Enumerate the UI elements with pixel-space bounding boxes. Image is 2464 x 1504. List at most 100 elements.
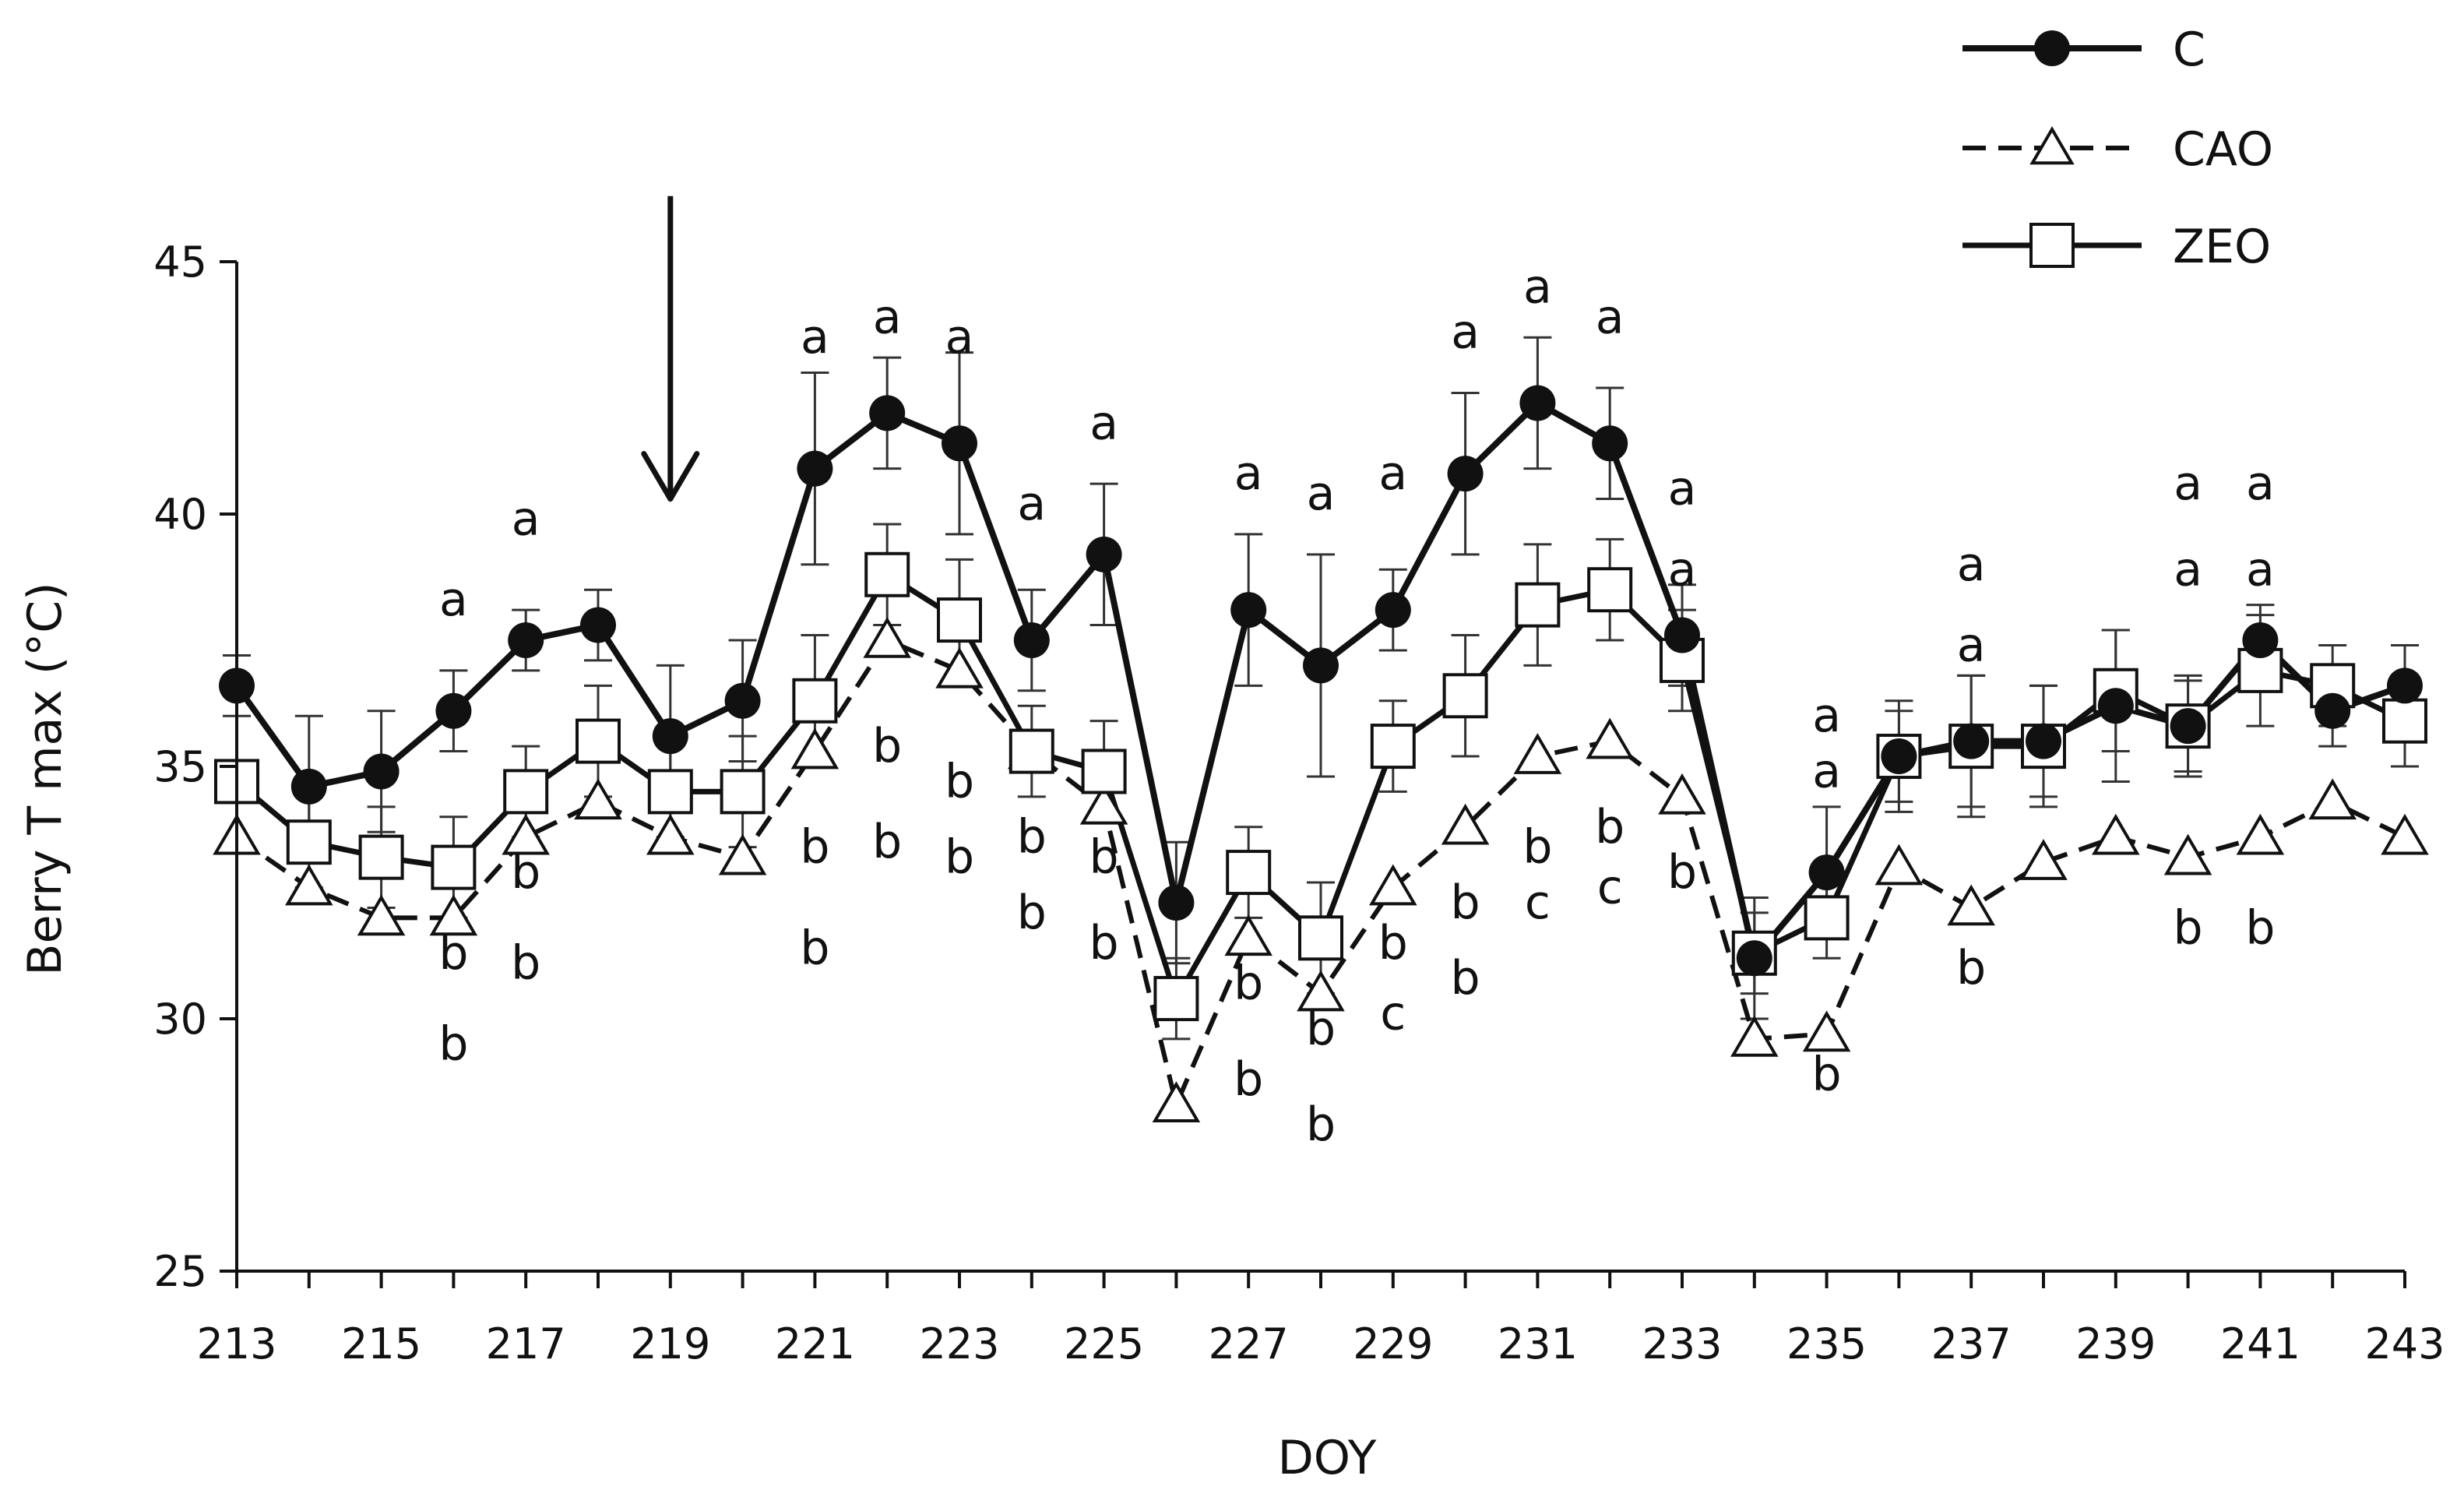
zeo-point xyxy=(1587,567,1633,613)
c-point xyxy=(1230,592,1267,629)
cao-point xyxy=(1152,1081,1201,1122)
significance-letter: a xyxy=(945,310,974,365)
c-point xyxy=(508,622,544,658)
significance-letters: abbabbabbabbabbabbabbabbabbabcabbabcabca… xyxy=(438,259,2275,1152)
cao-point xyxy=(718,833,767,875)
x-tick-label: 219 xyxy=(630,1319,710,1368)
cao-point xyxy=(1947,884,1995,926)
significance-letter: b xyxy=(511,936,540,991)
x-tick-label: 223 xyxy=(919,1319,999,1368)
significance-letter: b xyxy=(1522,820,1552,875)
c-point xyxy=(1086,536,1122,572)
c-point xyxy=(1736,940,1772,977)
zeo-point xyxy=(937,597,982,643)
cao-point xyxy=(1513,733,1562,774)
legend-cao-label: CAO xyxy=(2173,122,2273,177)
legend-c-label: C xyxy=(2173,23,2205,77)
cao-point xyxy=(2092,813,2140,855)
cao-point xyxy=(935,646,984,689)
cao-point xyxy=(2163,833,2212,875)
x-tick-label: 215 xyxy=(341,1319,421,1368)
significance-letter: b xyxy=(1451,951,1480,1006)
significance-letter: b xyxy=(1089,830,1119,885)
legend-cao-marker xyxy=(2029,126,2075,165)
significance-letter: a xyxy=(801,310,829,365)
significance-letter: a xyxy=(2174,542,2202,597)
y-tick-label: 25 xyxy=(153,1247,207,1296)
zeo-point xyxy=(1298,915,1343,961)
c-point xyxy=(2026,723,2061,759)
cao-point xyxy=(1297,970,1345,1012)
zeo-point xyxy=(1153,976,1199,1022)
y-tick-label: 35 xyxy=(153,742,207,791)
arrow-head xyxy=(641,451,700,502)
zeo-point xyxy=(1442,673,1488,719)
significance-letter: a xyxy=(2246,542,2275,597)
zeo-point xyxy=(2382,698,2427,744)
significance-letter: a xyxy=(1017,477,1046,531)
significance-letter: b xyxy=(1306,1097,1336,1152)
significance-letter: a xyxy=(1668,462,1697,516)
legend-zeo-marker xyxy=(2029,223,2075,268)
significance-letter: a xyxy=(1089,396,1118,450)
zeo-point xyxy=(1008,728,1054,774)
significance-letter: b xyxy=(872,719,902,773)
zeo-point xyxy=(286,819,332,865)
zeo-point xyxy=(864,551,910,597)
significance-letter: a xyxy=(512,491,540,546)
cao-point xyxy=(285,864,333,906)
c-point xyxy=(797,450,833,487)
significance-letter: c xyxy=(1525,875,1551,930)
zeo-point xyxy=(358,834,404,880)
significance-letter: a xyxy=(873,290,902,344)
c-point xyxy=(290,768,327,805)
y-tick-label: 40 xyxy=(153,490,207,539)
significance-letter: b xyxy=(1306,1002,1336,1056)
significance-letter: c xyxy=(1597,861,1623,915)
x-tick-label: 227 xyxy=(1209,1319,1289,1368)
zeo-point xyxy=(503,769,549,815)
zeo-point xyxy=(1515,582,1561,628)
c-point xyxy=(1881,738,1917,775)
zeo-point xyxy=(1370,724,1416,770)
cao-point xyxy=(2236,813,2285,855)
cao-point xyxy=(1369,864,1417,906)
c-point xyxy=(1953,723,1990,759)
c-point xyxy=(2314,692,2351,729)
significance-letter: a xyxy=(2174,456,2202,511)
c-point xyxy=(869,395,906,431)
cao-point xyxy=(2381,813,2429,855)
significance-letter: b xyxy=(511,845,540,900)
significance-letter: b xyxy=(800,820,829,875)
cao-point xyxy=(357,894,406,936)
legend-zeo-label: ZEO xyxy=(2173,220,2271,274)
x-tick-label: 231 xyxy=(1498,1319,1578,1368)
x-tick-label: 213 xyxy=(196,1319,276,1368)
y-tick-label: 45 xyxy=(153,238,207,287)
cao-point xyxy=(1802,1010,1851,1052)
c-point xyxy=(580,607,616,643)
significance-letter: a xyxy=(1451,305,1480,360)
c-point xyxy=(1519,385,1556,421)
c-point xyxy=(942,425,977,462)
c-point xyxy=(1375,592,1411,629)
significance-letter: b xyxy=(1017,810,1047,865)
cao-point xyxy=(2019,839,2068,880)
significance-letter: b xyxy=(945,830,974,885)
c-point xyxy=(2387,667,2423,704)
c-point xyxy=(724,682,761,719)
x-tick-label: 239 xyxy=(2075,1319,2156,1368)
significance-letter: a xyxy=(1307,467,1336,521)
c-point xyxy=(1013,622,1050,658)
cao-point xyxy=(790,727,840,770)
c-point xyxy=(1664,617,1700,653)
significance-letter: a xyxy=(1523,259,1552,314)
c-point xyxy=(652,718,688,755)
legend: C CAO ZEO xyxy=(1962,23,2273,274)
significance-letter: b xyxy=(1089,916,1119,970)
c-point xyxy=(435,692,472,729)
significance-letter: b xyxy=(1595,800,1624,854)
significance-letter: b xyxy=(2174,900,2203,955)
significance-letter: b xyxy=(1017,886,1047,940)
c-point xyxy=(2170,708,2206,745)
